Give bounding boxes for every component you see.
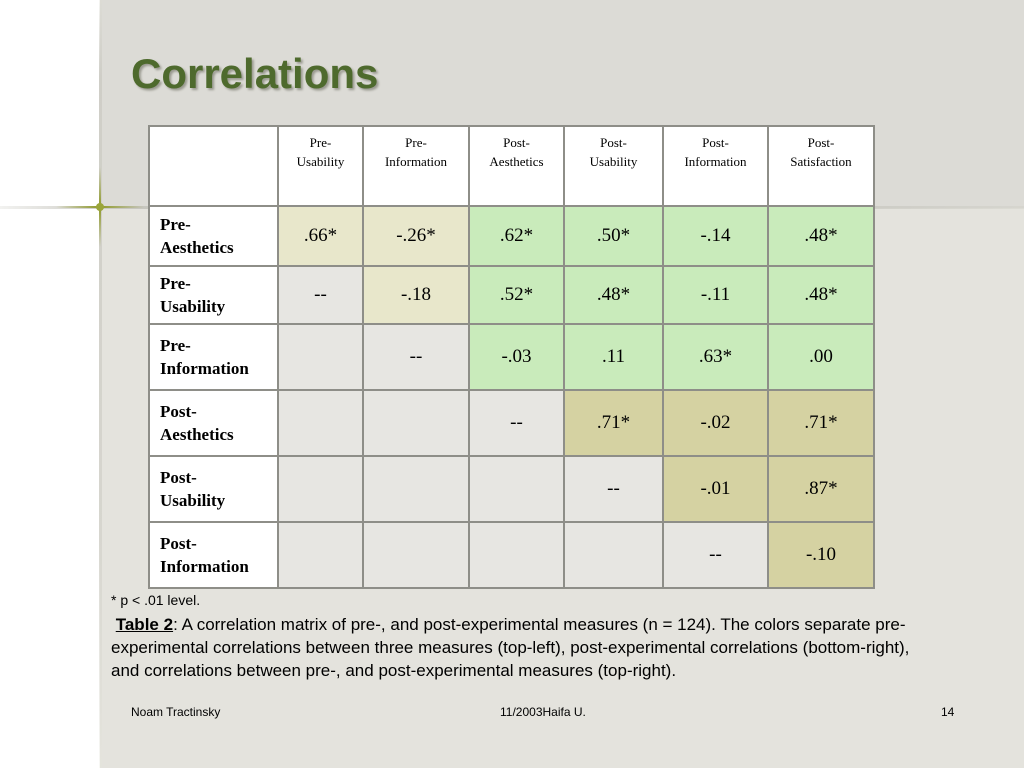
correlation-cell: .00 [767, 323, 875, 391]
correlation-cell: .87* [767, 455, 875, 523]
correlation-cell: -- [277, 265, 364, 325]
column-header: Post- Satisfaction [767, 125, 875, 207]
column-header: Post- Information [662, 125, 769, 207]
correlation-cell: .63* [662, 323, 769, 391]
row-header: Post- Aesthetics [148, 389, 279, 457]
column-header: Pre- Information [362, 125, 470, 207]
correlation-cell [362, 389, 470, 457]
correlation-cell: .48* [563, 265, 664, 325]
table-header-row: Pre- Usability Pre- Information Post- Aesth… [148, 125, 875, 207]
correlation-cell [468, 455, 565, 523]
correlation-cell: -.10 [767, 521, 875, 589]
column-header: Post- Aesthetics [468, 125, 565, 207]
correlation-cell [277, 323, 364, 391]
correlation-cell [563, 521, 664, 589]
correlation-cell: .62* [468, 205, 565, 267]
correlation-cell: -- [362, 323, 470, 391]
table-row: Pre- Usability -- -.18.52* .48* -.11.48* [148, 265, 875, 325]
correlation-cell: -.14 [662, 205, 769, 267]
slide-title: Correlations [131, 50, 379, 97]
decorative-vertical-line [99, 0, 102, 768]
correlation-cell [277, 389, 364, 457]
row-header: Pre- Information [148, 323, 279, 391]
correlation-cell [362, 521, 470, 589]
table-body: Pre- Aesthetics .66* -.26* .62* .50* -.14.48* P… [148, 205, 875, 589]
correlation-cell: -.02 [662, 389, 769, 457]
correlation-cell: -.01 [662, 455, 769, 523]
correlation-cell: -.26* [362, 205, 470, 267]
caption-label: Table 2 [115, 615, 174, 634]
caption-text: : A correlation matrix of pre-, and post… [111, 615, 910, 680]
correlation-cell: -- [563, 455, 664, 523]
footer-author: Noam Tractinsky [131, 705, 221, 719]
footer-page-number: 14 [941, 705, 955, 719]
correlation-cell: .71* [767, 389, 875, 457]
correlation-cell: .48* [767, 205, 875, 267]
correlation-cell: .71* [563, 389, 664, 457]
correlation-table: Pre- Usability Pre- Information Post- Aesth… [148, 125, 875, 589]
row-header: Post- Usability [148, 455, 279, 523]
correlation-cell: -- [468, 389, 565, 457]
correlation-cell: -.18 [362, 265, 470, 325]
table-row: Post- Usability -- -.01.87* [148, 455, 875, 523]
correlation-cell [362, 455, 470, 523]
column-header: Pre- Usability [277, 125, 364, 207]
correlation-cell: .11 [563, 323, 664, 391]
row-header: Post- Information [148, 521, 279, 589]
correlation-cell: -.03 [468, 323, 565, 391]
corner-cell [148, 125, 279, 207]
correlation-cell: .66* [277, 205, 364, 267]
row-header: Pre- Aesthetics [148, 205, 279, 267]
row-header: Pre- Usability [148, 265, 279, 325]
slide-left-margin [0, 0, 100, 768]
correlation-cell [277, 521, 364, 589]
correlation-cell [468, 521, 565, 589]
table-row: Post- Information -- -.10 [148, 521, 875, 589]
table-caption: Table 2: A correlation matrix of pre-, a… [111, 613, 921, 682]
correlation-cell: .52* [468, 265, 565, 325]
correlation-cell [277, 455, 364, 523]
column-header: Post- Usability [563, 125, 664, 207]
correlation-cell: .50* [563, 205, 664, 267]
correlation-cell: .48* [767, 265, 875, 325]
correlation-cell: -- [662, 521, 769, 589]
table-row: Pre- Aesthetics .66* -.26* .62* .50* -.14.48* [148, 205, 875, 267]
table-row: Pre- Information -- -.03.11.63* .00 [148, 323, 875, 391]
correlation-cell: -.11 [662, 265, 769, 325]
table-row: Post- Aesthetics -- .71* -.02.71* [148, 389, 875, 457]
significance-footnote: * p < .01 level. [111, 592, 201, 608]
footer-date: 11/2003Haifa U. [500, 705, 586, 719]
